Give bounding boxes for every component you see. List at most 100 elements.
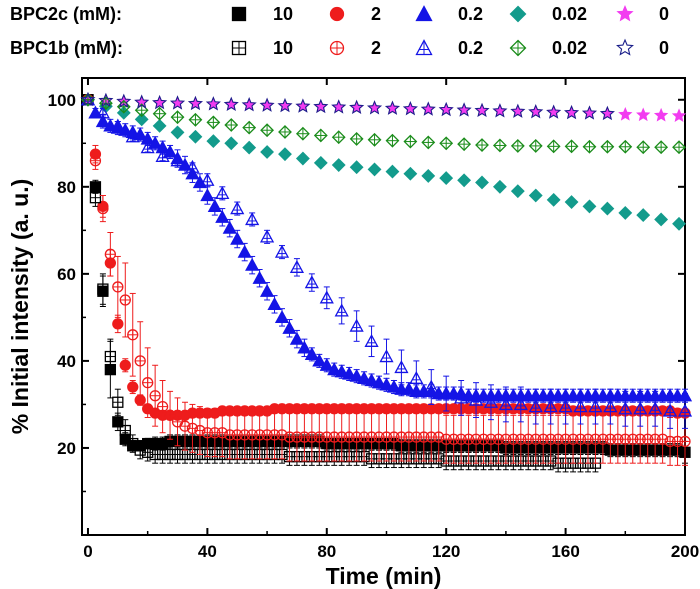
- legend-item: 10: [231, 4, 293, 24]
- marker-triangle: [401, 381, 416, 395]
- legend-marker: [616, 4, 634, 22]
- legend-item: 2: [329, 4, 381, 24]
- marker-star: [80, 91, 96, 107]
- marker-triangle: [312, 353, 327, 367]
- marker-triangle: [297, 340, 312, 354]
- data-point: [313, 98, 329, 114]
- marker-star: [205, 96, 221, 111]
- marker-diamond: [295, 151, 310, 166]
- data-point: [230, 201, 245, 215]
- data-point: [510, 184, 525, 199]
- data-point: [224, 118, 239, 132]
- data-point: [259, 229, 275, 243]
- marker-star: [456, 102, 472, 117]
- marker-diamond: [260, 145, 274, 159]
- data-point: [564, 139, 579, 154]
- data-point: [648, 401, 663, 415]
- data-point: [188, 129, 203, 144]
- data-point: [134, 444, 146, 456]
- marker-diamond: [421, 169, 436, 183]
- legend-marker: [231, 6, 247, 22]
- data-point: [119, 424, 131, 437]
- marker-star: [187, 95, 203, 111]
- data-point: [242, 120, 257, 135]
- marker-star: [259, 97, 275, 112]
- marker-triangle: [148, 135, 163, 149]
- data-point: [319, 357, 334, 371]
- marker-star: [636, 107, 651, 122]
- data-point: [379, 349, 394, 363]
- data-point: [331, 130, 346, 145]
- data-point: [636, 208, 651, 223]
- data-point: [289, 259, 305, 273]
- data-point: [277, 97, 293, 113]
- data-point: [349, 99, 365, 115]
- data-point: [528, 399, 543, 413]
- data-point: [289, 331, 305, 345]
- marker-triangle: [289, 331, 305, 345]
- data-point: [186, 422, 199, 435]
- marker-square: [231, 6, 247, 22]
- data-point: [654, 212, 669, 227]
- data-point: [633, 401, 648, 415]
- data-point: [295, 98, 311, 113]
- marker-triangle: [177, 157, 193, 171]
- data-point: [493, 179, 507, 194]
- marker-star: [653, 107, 669, 122]
- data-point: [98, 92, 114, 108]
- marker-triangle: [95, 114, 110, 128]
- data-point: [304, 275, 319, 289]
- marker-diamond: [672, 216, 686, 231]
- data-point: [493, 138, 507, 153]
- data-point: [457, 173, 472, 188]
- data-point: [200, 188, 215, 202]
- legend-marker: [616, 38, 634, 56]
- data-point: [327, 362, 342, 376]
- series-6: [82, 94, 691, 466]
- legend-item: 0.2: [415, 4, 483, 24]
- marker-star: [116, 93, 132, 108]
- x-tick-label: 0: [83, 542, 92, 561]
- marker-star: [402, 100, 418, 116]
- data-point: [89, 192, 102, 204]
- marker-diamond: [188, 129, 203, 144]
- data-point: [95, 114, 110, 128]
- data-point: [252, 270, 267, 284]
- y-tick-label: 80: [57, 178, 76, 197]
- data-point: [421, 169, 436, 183]
- marker-star: [438, 101, 454, 117]
- data-point: [456, 102, 472, 117]
- marker-triangle: [230, 231, 245, 245]
- marker-triangle: [282, 320, 297, 334]
- legend-item: 0.02: [509, 4, 587, 24]
- marker-star: [474, 102, 490, 118]
- marker-triangle: [133, 127, 148, 141]
- data-point: [546, 192, 561, 207]
- data-point: [142, 446, 154, 458]
- legend-item: 0.02: [509, 38, 587, 58]
- data-point: [171, 416, 184, 428]
- marker-square: [112, 416, 124, 428]
- data-point: [278, 147, 292, 162]
- legend-item-label: 0.02: [552, 38, 587, 58]
- data-point: [492, 103, 508, 118]
- data-point: [349, 132, 364, 146]
- marker-diamond: [457, 173, 472, 188]
- data-point: [134, 94, 150, 109]
- marker-triangle: [185, 166, 200, 180]
- marker-diamond: [170, 125, 185, 140]
- series-3: [81, 92, 686, 231]
- data-point: [142, 377, 154, 389]
- data-point: [259, 283, 275, 297]
- data-point: [475, 175, 489, 190]
- data-point: [364, 333, 379, 347]
- marker-triangle: [118, 122, 133, 136]
- data-point: [104, 248, 117, 260]
- marker-star: [420, 101, 436, 116]
- marker-diamond: [493, 179, 507, 194]
- data-point: [312, 353, 327, 367]
- data-point: [224, 136, 239, 151]
- legend-marker: [509, 39, 527, 57]
- data-point: [600, 201, 615, 216]
